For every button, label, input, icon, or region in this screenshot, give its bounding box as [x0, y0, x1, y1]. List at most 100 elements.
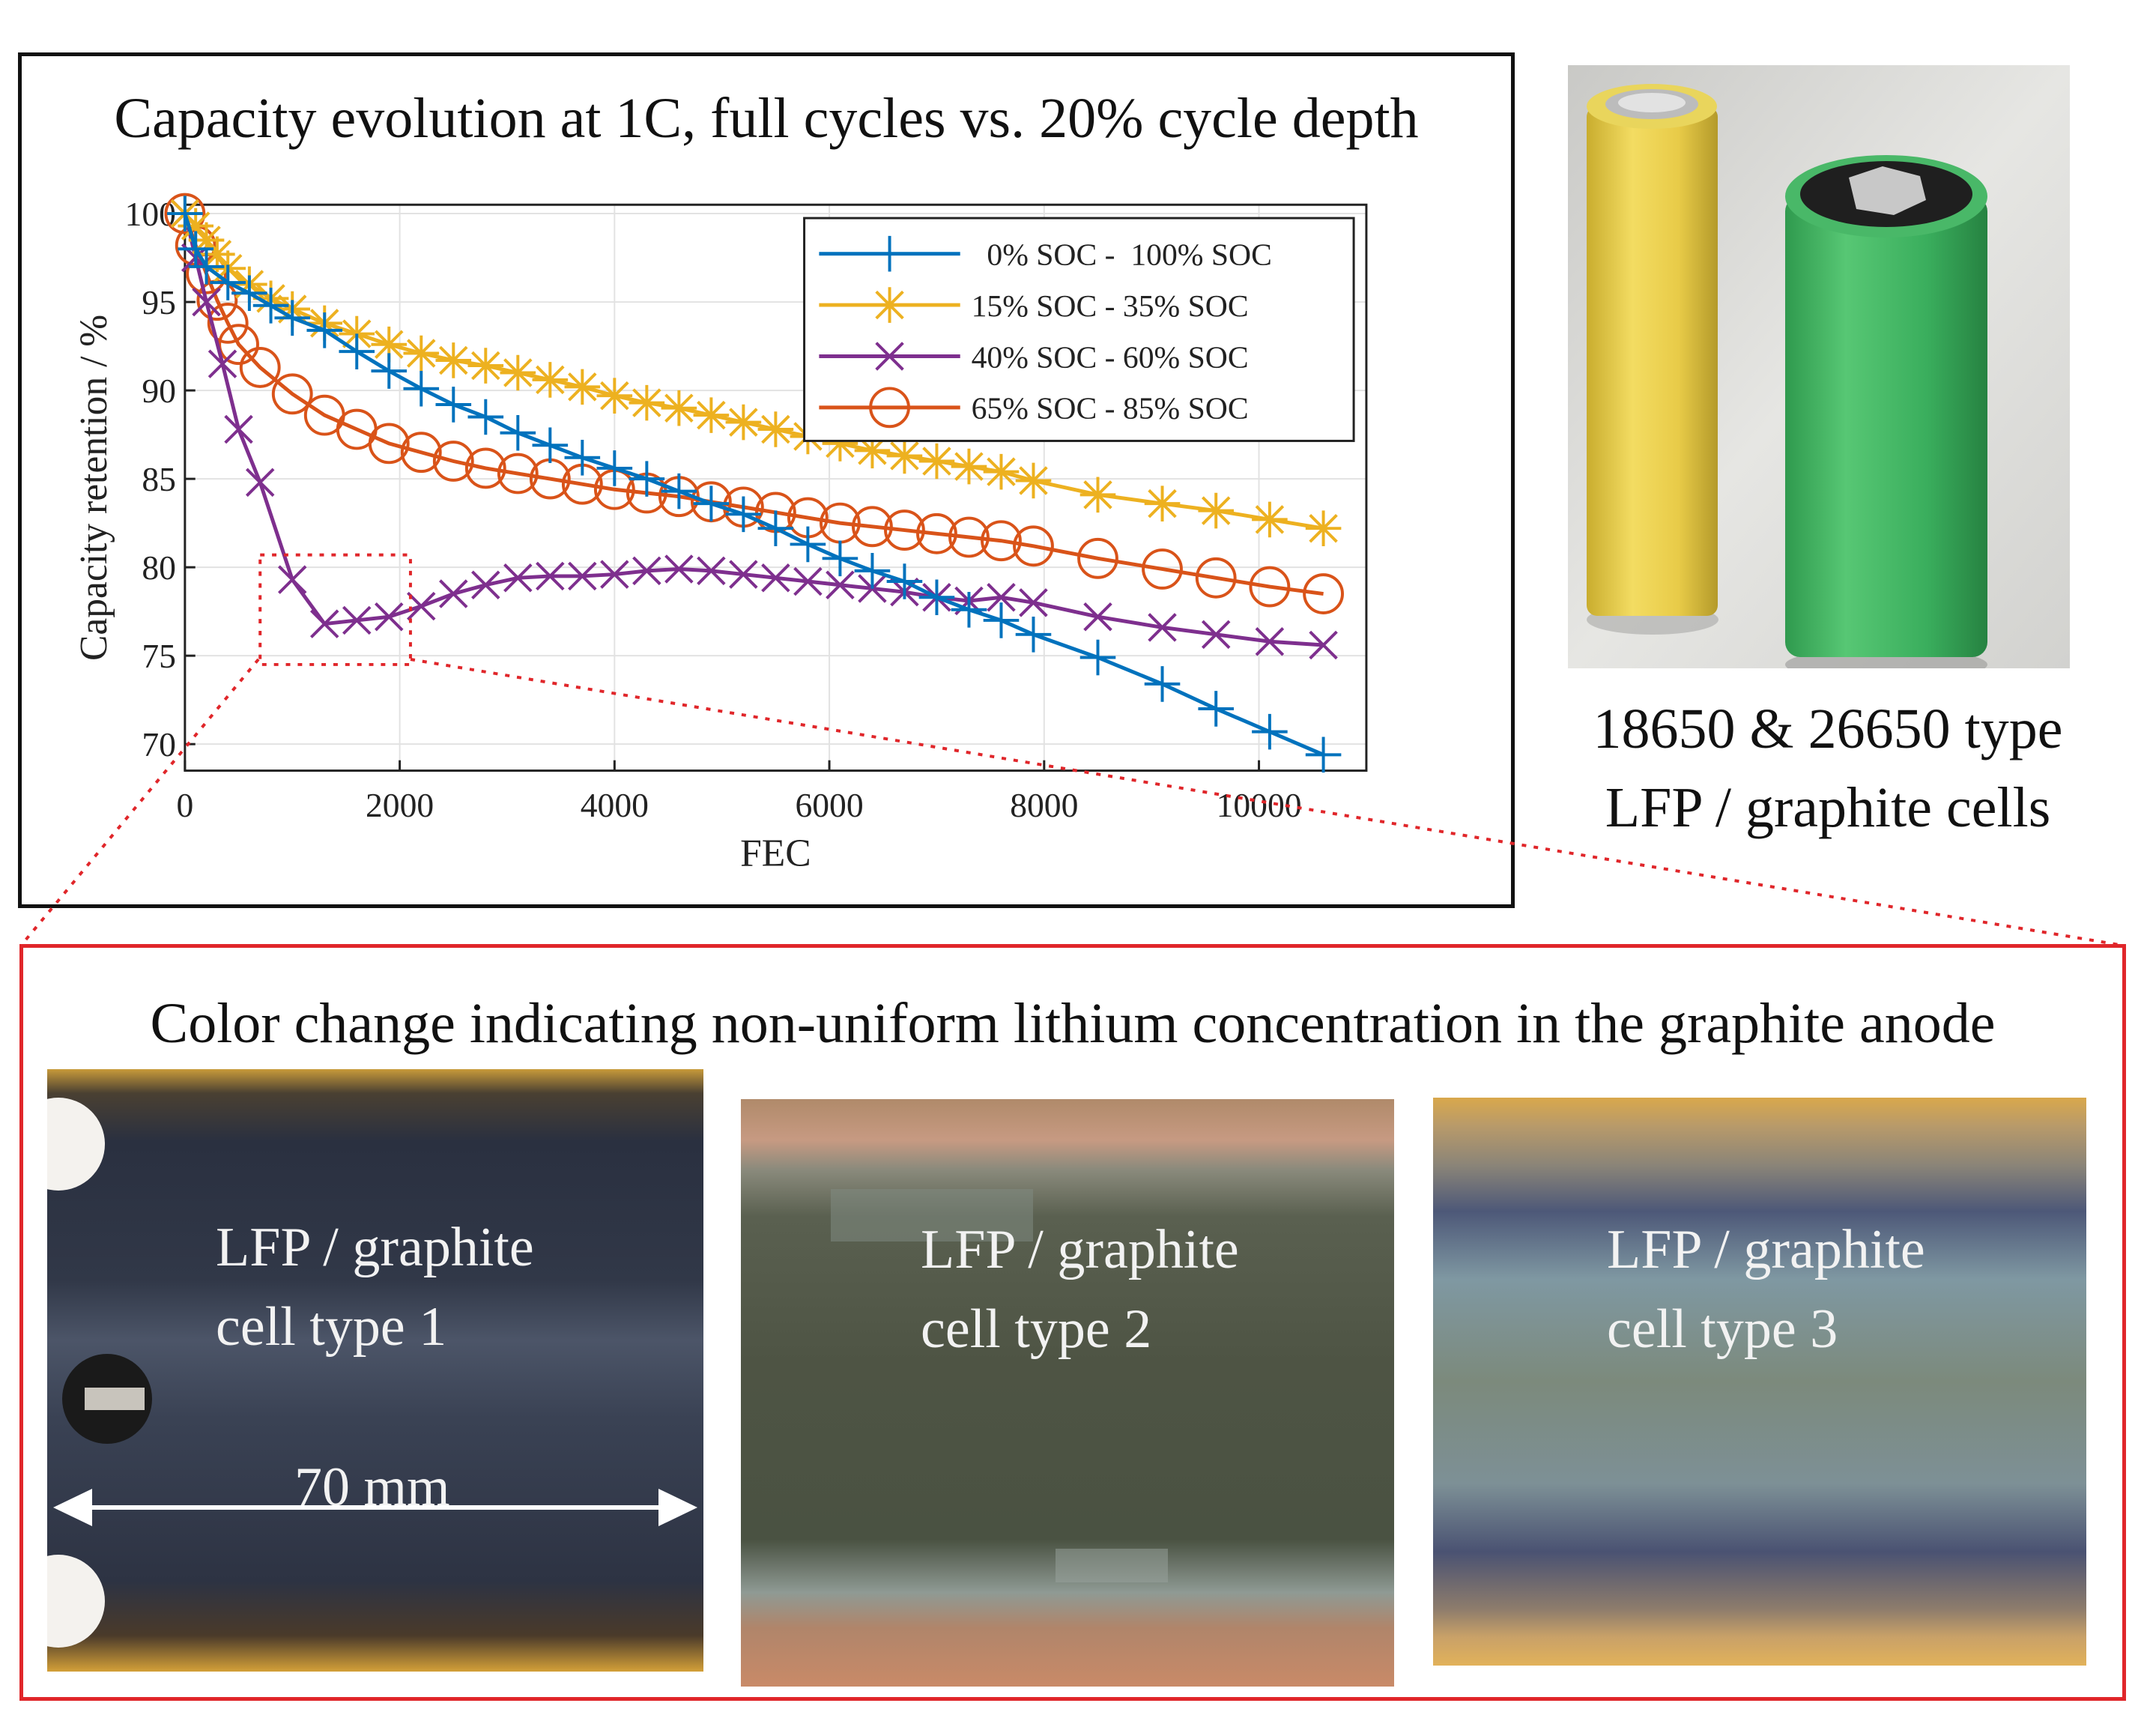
data-point [826, 570, 855, 599]
y-tick-label: 85 [142, 460, 176, 498]
data-point [884, 509, 925, 551]
data-point [1144, 666, 1181, 702]
data-point [239, 346, 281, 388]
x-tick-label: 8000 [1010, 786, 1078, 824]
data-point [757, 411, 794, 447]
x-tick-label: 10000 [1217, 786, 1302, 824]
data-point [1303, 573, 1344, 614]
x-tick-label: 4000 [581, 786, 649, 824]
photo-caption-line2: LFP / graphite cells [1605, 776, 2051, 839]
data-point [852, 506, 893, 548]
data-point [274, 300, 311, 336]
data-point [309, 609, 339, 638]
chart-panel: Capacity evolution at 1C, full cycles vs… [18, 52, 1515, 908]
data-point [208, 349, 237, 378]
anode-strip-type-1: LFP / graphite cell type 1 70 mm [47, 1069, 703, 1672]
data-point [1077, 537, 1118, 579]
data-point [697, 556, 726, 586]
data-point [532, 427, 569, 464]
data-point [948, 516, 990, 558]
data-point [568, 561, 597, 591]
data-point [1198, 492, 1234, 529]
strip-1-label-line1: LFP / graphite [216, 1217, 534, 1278]
x-tick-label: 0 [176, 786, 193, 824]
x-tick-label: 2000 [366, 786, 434, 824]
data-point [1144, 486, 1181, 521]
data-point [400, 432, 442, 474]
data-point [252, 288, 289, 324]
data-point [306, 312, 343, 348]
data-point [916, 512, 957, 554]
data-point [693, 486, 730, 521]
data-point [371, 353, 408, 389]
data-point [403, 370, 440, 407]
data-point [564, 369, 601, 405]
data-point [664, 554, 694, 584]
legend-label: 0% SOC - 100% SOC [972, 238, 1272, 273]
data-point [432, 441, 474, 482]
anode-panel-title: Color change indicating non-uniform lith… [150, 992, 1996, 1055]
x-tick-label: 6000 [795, 786, 863, 824]
data-point [790, 526, 826, 563]
data-point [167, 196, 203, 232]
data-point [564, 439, 601, 476]
data-point [1013, 525, 1054, 567]
data-point [368, 423, 410, 465]
y-axis-label: Capacity retention / % [73, 315, 115, 661]
data-point [600, 560, 629, 589]
data-point [1015, 617, 1052, 653]
data-point [245, 468, 275, 497]
data-point [951, 448, 987, 485]
cell-18650 [1587, 84, 1718, 635]
data-point [339, 333, 375, 369]
data-point [987, 583, 1016, 612]
zoom-highlight-box [258, 553, 412, 666]
y-tick-label: 80 [142, 548, 176, 587]
data-point [725, 496, 762, 533]
series-line [183, 213, 1324, 596]
data-point [1142, 548, 1183, 590]
chart-title: Capacity evolution at 1C, full cycles vs… [114, 87, 1419, 150]
data-point [1252, 501, 1288, 538]
data-point [407, 591, 436, 621]
data-point [693, 397, 730, 433]
data-point [632, 556, 661, 586]
data-point [1198, 691, 1234, 727]
data-point [629, 384, 665, 421]
data-point [757, 510, 794, 546]
data-point [869, 387, 910, 429]
data-point [761, 563, 790, 593]
data-point [1305, 737, 1342, 773]
data-point [886, 563, 923, 599]
strip-2-label-line2: cell type 2 [921, 1298, 1152, 1360]
y-tick-label: 70 [142, 725, 176, 763]
data-point [1201, 620, 1231, 650]
data-point [207, 302, 249, 344]
data-point [192, 287, 221, 317]
y-tick-label: 90 [142, 372, 176, 410]
data-point [981, 520, 1022, 562]
legend-label: 40% SOC - 60% SOC [972, 340, 1249, 375]
data-point [983, 602, 1020, 638]
data-point [729, 560, 758, 589]
anode-photos-panel: Color change indicating non-uniform lith… [19, 944, 2126, 1701]
data-point [725, 404, 762, 441]
y-tick-label: 75 [142, 637, 176, 675]
data-point [435, 387, 472, 423]
data-point [875, 342, 904, 371]
x-axis-label: FEC [740, 832, 811, 874]
strip-2-label-line1: LFP / graphite [921, 1219, 1239, 1280]
data-point [596, 450, 633, 486]
data-point [661, 473, 697, 509]
data-point [661, 390, 697, 426]
data-point [218, 324, 259, 366]
data-point [1148, 613, 1177, 642]
data-point [231, 275, 267, 312]
data-point [536, 561, 565, 591]
data-point [464, 447, 506, 489]
data-point [871, 287, 908, 323]
data-point [918, 579, 955, 616]
data-point [793, 566, 823, 596]
y-tick-label: 95 [142, 283, 176, 321]
data-point [375, 602, 404, 632]
